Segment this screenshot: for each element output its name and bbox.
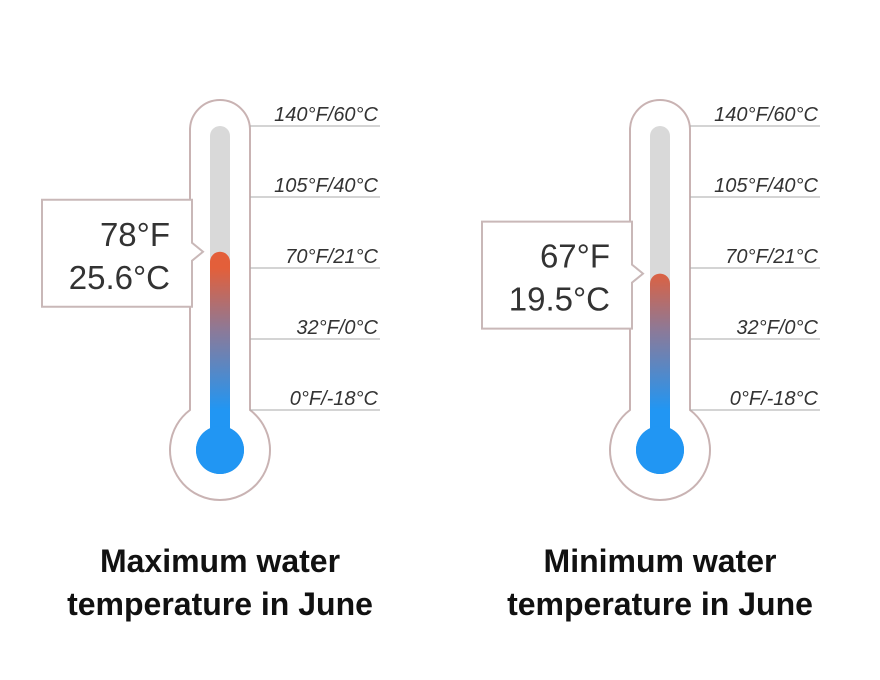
y-tick-label: 32°F/0°C (296, 317, 378, 339)
y-tick-label: 105°F/40°C (274, 175, 378, 197)
bulb (196, 426, 244, 474)
value-label: 25.6°C (69, 259, 170, 296)
y-tick-label: 0°F/-18°C (730, 388, 819, 410)
value-label: 78°F (100, 216, 170, 253)
temperature-fill (635, 273, 684, 475)
chart-title: Maximum water temperature in June (67, 543, 373, 622)
chart-title: Minimum water temperature in June (507, 543, 813, 622)
temperature-fill (196, 251, 244, 475)
y-tick-label: 140°F/60°C (274, 104, 378, 126)
y-tick-label: 140°F/60°C (714, 104, 818, 126)
y-tick-label: 0°F/-18°C (290, 388, 379, 410)
y-tick-label: 70°F/21°C (285, 246, 378, 268)
callout (41, 198, 205, 308)
y-tick-label: 105°F/40°C (714, 175, 818, 197)
value-label: 67°F (540, 238, 610, 275)
callout (481, 220, 645, 330)
y-tick-label: 32°F/0°C (736, 317, 818, 339)
bulb (636, 426, 684, 474)
y-tick-label: 70°F/21°C (725, 246, 818, 268)
value-label: 19.5°C (509, 281, 610, 318)
